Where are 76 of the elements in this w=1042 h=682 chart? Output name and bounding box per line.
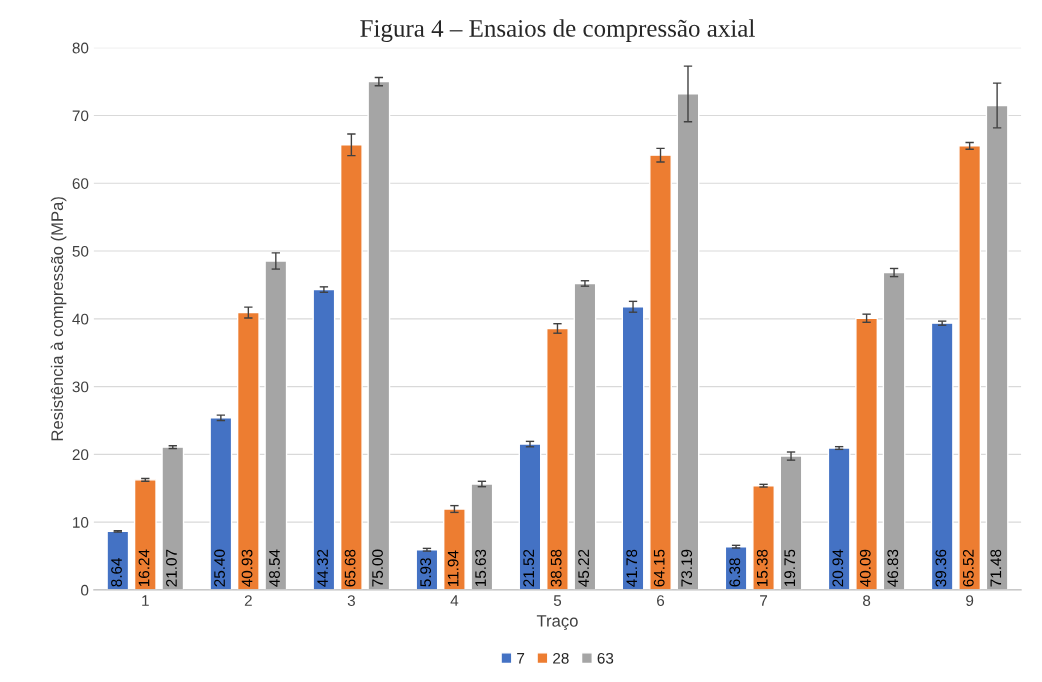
bar bbox=[470, 483, 494, 590]
bar bbox=[958, 145, 982, 590]
x-tick-label: 5 bbox=[553, 595, 562, 607]
chart-title: Figura 4 – Ensaios de compressão axial bbox=[360, 19, 755, 43]
data-label: 19.75 bbox=[784, 549, 796, 587]
bar bbox=[573, 282, 597, 590]
data-label: 15.63 bbox=[475, 549, 487, 587]
y-axis-title: Resistência à compressão (MPa) bbox=[50, 197, 67, 441]
x-axis-title: Traço bbox=[536, 615, 578, 631]
data-label: 65.52 bbox=[962, 549, 974, 587]
x-tick-label: 6 bbox=[657, 595, 665, 607]
data-label: 41.78 bbox=[626, 549, 638, 587]
data-label: 45.22 bbox=[578, 549, 590, 587]
data-label: 48.54 bbox=[269, 549, 280, 587]
y-tick-label: 70 bbox=[72, 110, 89, 122]
bar bbox=[339, 144, 363, 590]
data-label: 44.32 bbox=[317, 549, 329, 587]
bar bbox=[985, 104, 1009, 590]
data-label: 11.94 bbox=[447, 550, 459, 587]
data-label: 21.07 bbox=[166, 549, 177, 587]
x-tick-label: 2 bbox=[244, 595, 252, 606]
data-label: 75.00 bbox=[372, 549, 383, 587]
y-tick-label: 50 bbox=[72, 245, 89, 257]
data-label: 46.83 bbox=[887, 549, 899, 587]
bar bbox=[855, 317, 879, 590]
data-label: 39.36 bbox=[935, 549, 947, 587]
x-tick-label: 3 bbox=[347, 595, 355, 607]
data-label: 16.24 bbox=[138, 549, 150, 587]
bar bbox=[752, 484, 775, 590]
bar bbox=[209, 417, 233, 590]
bar bbox=[676, 93, 700, 590]
x-tick-label: 9 bbox=[966, 595, 974, 607]
data-label: 15.38 bbox=[756, 549, 768, 587]
x-tick-label: 1 bbox=[142, 595, 149, 606]
data-label: 71.48 bbox=[990, 549, 1002, 587]
bar bbox=[779, 455, 803, 590]
legend-label: 7 bbox=[517, 653, 525, 664]
bar bbox=[133, 479, 157, 590]
legend-label: 63 bbox=[597, 652, 614, 664]
x-tick-label: 7 bbox=[760, 595, 768, 606]
legend-label: 28 bbox=[553, 652, 569, 664]
bar bbox=[161, 446, 185, 590]
data-label: 21.52 bbox=[523, 549, 535, 587]
data-label: 40.09 bbox=[859, 549, 871, 587]
bar bbox=[518, 443, 542, 590]
bar bbox=[264, 260, 288, 590]
y-tick-label: 30 bbox=[72, 381, 89, 393]
y-tick-label: 60 bbox=[72, 178, 89, 189]
x-tick-label: 8 bbox=[863, 595, 871, 607]
y-tick-label: 20 bbox=[72, 449, 89, 461]
data-label: 40.93 bbox=[241, 549, 253, 587]
bar bbox=[546, 327, 569, 590]
data-label: 73.19 bbox=[681, 549, 693, 587]
data-label: 5.93 bbox=[420, 558, 432, 587]
bar bbox=[827, 447, 851, 590]
y-tick-label: 0 bbox=[81, 584, 89, 596]
bar bbox=[443, 508, 466, 590]
data-label: 6.38 bbox=[729, 558, 741, 587]
data-label: 65.68 bbox=[344, 549, 356, 587]
data-label: 8.64 bbox=[111, 557, 122, 587]
data-label: 64.15 bbox=[653, 549, 665, 587]
bar bbox=[621, 306, 645, 590]
bar bbox=[930, 322, 954, 590]
y-tick-label: 80 bbox=[72, 42, 89, 54]
bar bbox=[882, 271, 906, 590]
bar bbox=[236, 311, 260, 590]
bar bbox=[367, 80, 391, 590]
x-tick-label: 4 bbox=[450, 595, 459, 606]
bar bbox=[312, 288, 336, 590]
bar bbox=[649, 154, 672, 590]
bar bbox=[106, 530, 130, 590]
data-label: 25.40 bbox=[214, 549, 225, 587]
data-label: 20.94 bbox=[832, 549, 844, 587]
data-label: 38.58 bbox=[550, 549, 562, 587]
y-tick-label: 10 bbox=[73, 517, 89, 528]
y-tick-label: 40 bbox=[72, 313, 89, 325]
